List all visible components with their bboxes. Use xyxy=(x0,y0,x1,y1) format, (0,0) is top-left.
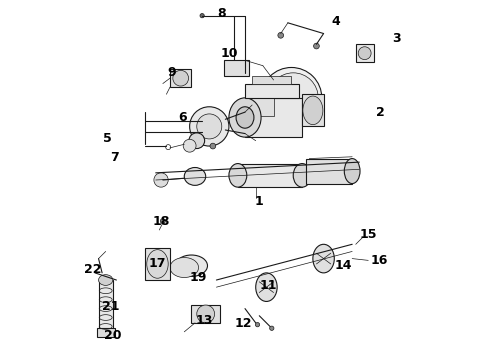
Ellipse shape xyxy=(170,257,198,278)
Circle shape xyxy=(210,143,216,149)
Ellipse shape xyxy=(293,163,311,187)
Ellipse shape xyxy=(189,133,205,149)
Text: 13: 13 xyxy=(195,314,213,327)
Text: 7: 7 xyxy=(110,151,119,165)
Ellipse shape xyxy=(190,107,229,146)
Circle shape xyxy=(314,43,319,49)
FancyBboxPatch shape xyxy=(170,69,192,87)
FancyBboxPatch shape xyxy=(98,280,113,330)
Text: 16: 16 xyxy=(370,254,388,267)
FancyBboxPatch shape xyxy=(245,98,302,137)
Text: 17: 17 xyxy=(149,257,166,270)
FancyBboxPatch shape xyxy=(306,158,352,184)
Ellipse shape xyxy=(261,67,322,128)
Text: 18: 18 xyxy=(152,215,170,228)
Ellipse shape xyxy=(147,249,168,278)
Text: 2: 2 xyxy=(376,105,385,119)
Ellipse shape xyxy=(236,107,254,128)
Text: 19: 19 xyxy=(190,271,207,284)
Ellipse shape xyxy=(197,114,222,139)
FancyBboxPatch shape xyxy=(223,60,248,76)
Text: 11: 11 xyxy=(260,279,277,292)
Text: 22: 22 xyxy=(84,263,102,276)
FancyBboxPatch shape xyxy=(302,94,323,126)
Text: 10: 10 xyxy=(220,47,238,60)
Text: 15: 15 xyxy=(360,228,377,241)
Ellipse shape xyxy=(268,73,318,123)
Circle shape xyxy=(255,323,260,327)
Ellipse shape xyxy=(256,273,277,301)
Text: 6: 6 xyxy=(178,111,187,124)
Ellipse shape xyxy=(183,139,196,152)
FancyBboxPatch shape xyxy=(245,94,273,116)
Ellipse shape xyxy=(154,173,168,187)
Text: 20: 20 xyxy=(104,329,122,342)
Circle shape xyxy=(270,326,274,330)
Ellipse shape xyxy=(229,163,247,187)
Text: 14: 14 xyxy=(335,258,352,271)
Circle shape xyxy=(160,219,165,224)
Ellipse shape xyxy=(344,158,360,184)
Ellipse shape xyxy=(358,47,371,60)
Ellipse shape xyxy=(184,167,206,185)
Text: 21: 21 xyxy=(102,300,120,313)
Ellipse shape xyxy=(303,96,323,125)
FancyBboxPatch shape xyxy=(145,248,170,280)
Ellipse shape xyxy=(313,244,334,273)
Text: 8: 8 xyxy=(218,8,226,21)
FancyBboxPatch shape xyxy=(252,76,292,84)
FancyBboxPatch shape xyxy=(356,44,373,62)
Ellipse shape xyxy=(175,255,207,276)
Text: 4: 4 xyxy=(332,14,341,27)
FancyBboxPatch shape xyxy=(245,84,298,98)
FancyBboxPatch shape xyxy=(192,305,220,323)
Text: 5: 5 xyxy=(103,132,112,145)
FancyBboxPatch shape xyxy=(238,164,302,187)
Ellipse shape xyxy=(197,305,215,323)
Text: 3: 3 xyxy=(392,32,401,45)
Circle shape xyxy=(278,32,284,38)
Ellipse shape xyxy=(98,275,113,285)
Ellipse shape xyxy=(173,70,189,86)
Text: 1: 1 xyxy=(255,195,264,208)
Text: 12: 12 xyxy=(234,317,252,330)
FancyBboxPatch shape xyxy=(97,328,115,337)
Text: 9: 9 xyxy=(168,66,176,79)
Circle shape xyxy=(200,14,204,18)
Ellipse shape xyxy=(229,98,261,137)
